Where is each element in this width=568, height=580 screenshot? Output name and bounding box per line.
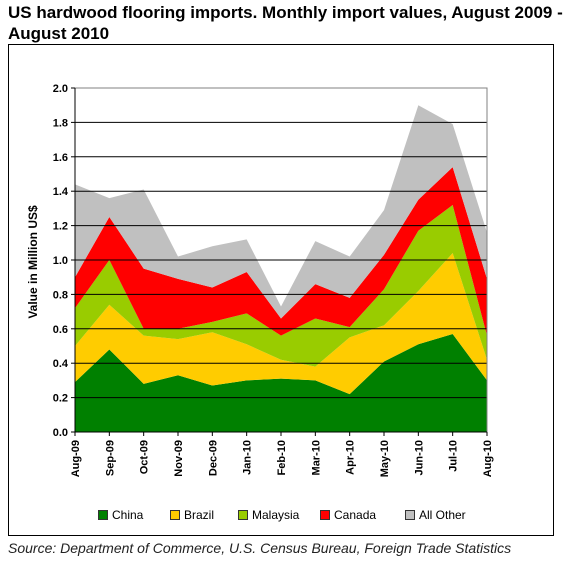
x-tick-label: Feb-10 (276, 440, 288, 475)
chart-frame (8, 44, 554, 536)
source-note: Source: Department of Commerce, U.S. Cen… (8, 540, 512, 556)
legend-item: Canada (320, 508, 376, 522)
y-tick-label: 0.8 (53, 289, 68, 301)
chart-axes (71, 87, 488, 436)
legend-label: Malaysia (252, 508, 300, 522)
y-axis-label: Value in Million US$ (26, 205, 40, 319)
legend-item: Brazil (170, 508, 214, 522)
y-tick-label: 1.2 (53, 221, 68, 233)
legend-item: All Other (405, 508, 466, 522)
series-area-all-other (75, 105, 487, 319)
series-area-china (75, 333, 487, 432)
y-tick-label: 2.0 (53, 83, 68, 95)
x-tick-label: Jun-10 (413, 440, 425, 475)
x-tick-label: Mar-10 (310, 440, 322, 475)
legend-label: Brazil (184, 508, 215, 522)
x-tick-label: Dec-09 (207, 440, 219, 476)
legend-item: Malaysia (238, 508, 299, 522)
series-area-brazil (75, 253, 487, 395)
chart-legend: China Brazil Malaysia Canada All Other (98, 508, 478, 524)
x-tick-label: Jan-10 (242, 440, 254, 475)
y-tick-label: 0.0 (53, 427, 68, 439)
legend-label: All Other (419, 508, 466, 522)
x-tick-label: Sep-09 (104, 440, 116, 476)
x-tick-label: Jul-10 (448, 440, 460, 472)
legend-label: Canada (334, 508, 377, 522)
y-tick-label: 0.2 (53, 393, 68, 405)
legend-swatch (238, 510, 248, 520)
y-tick-label: 1.6 (53, 152, 68, 164)
legend-swatch (405, 510, 415, 520)
x-tick-label: May-10 (379, 440, 391, 477)
y-tick-label: 1.4 (53, 186, 69, 198)
x-tick-label: Apr-10 (345, 440, 357, 475)
y-tick-label: 1.0 (53, 255, 68, 267)
chart-title: US hardwood flooring imports. Monthly im… (8, 3, 563, 43)
y-tick-label: 1.8 (53, 117, 68, 129)
legend-item: China (98, 508, 143, 522)
series-area-malaysia (75, 204, 487, 367)
y-tick-label: 0.6 (53, 324, 68, 336)
legend-swatch (98, 510, 108, 520)
x-tick-label: Nov-09 (173, 440, 185, 477)
legend-label: China (112, 508, 144, 522)
y-tick-labels: 0.0 0.2 0.4 0.6 0.8 1.0 1.2 1.4 1.6 1.8 2.0 (53, 83, 69, 439)
y-tick-label: 0.4 (53, 358, 69, 370)
legend-swatch (320, 510, 330, 520)
legend-swatch (170, 510, 180, 520)
series-area-canada (75, 167, 487, 336)
x-tick-label: Aug-09 (70, 440, 82, 477)
chart-svg: 0.0 0.2 0.4 0.6 0.8 1.0 1.2 1.4 1.6 1.8 2.0 Aug-09… (26, 83, 494, 477)
x-tick-labels: Aug-09 Sep-09 Oct-09 Nov-09 Dec-09 Jan-10 Feb-… (70, 440, 494, 477)
x-tick-label: Aug-10 (482, 440, 494, 477)
x-tick-label: Oct-09 (139, 440, 151, 474)
